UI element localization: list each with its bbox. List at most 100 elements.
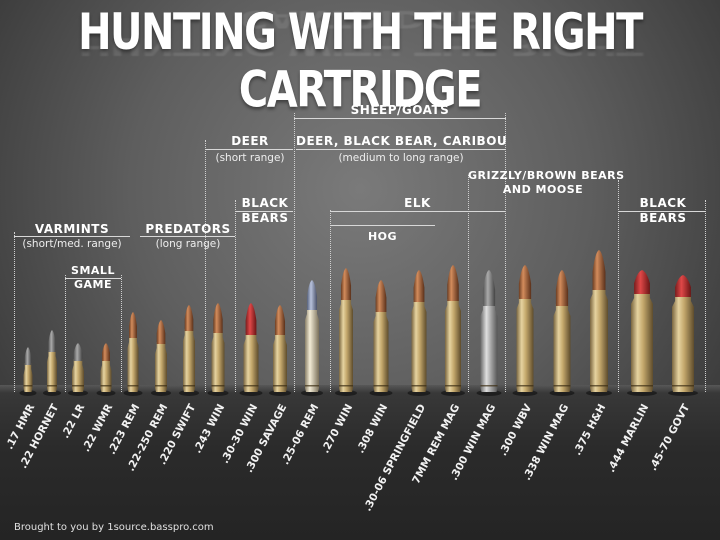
category-black-bears-1: BLACK BEARS — [235, 196, 295, 226]
category-small-game-line-2: GAME — [73, 278, 112, 291]
cartridge-bullet — [73, 343, 83, 361]
cartridge-bullet — [24, 347, 32, 365]
cartridge-case — [339, 298, 353, 392]
category-grizzly-line-1: GRIZZLY/BROWN BEARS — [468, 169, 625, 182]
cartridge-bullet — [518, 265, 532, 299]
cartridge-bullet — [306, 280, 318, 310]
category-hog: HOG — [367, 230, 398, 243]
guide-line — [618, 180, 619, 392]
cartridge-case — [127, 336, 139, 392]
cartridge-bullet — [245, 303, 257, 335]
category-elk: ELK — [404, 196, 431, 210]
guide-line — [468, 175, 469, 392]
cartridge — [96, 343, 116, 396]
cartridge-bullet — [675, 275, 691, 297]
cartridge-case — [445, 299, 461, 392]
cartridge-case — [373, 310, 389, 392]
category-deer: DEER — [231, 134, 269, 148]
cartridge-case — [590, 288, 608, 392]
cartridge-case — [516, 297, 534, 392]
category-line — [205, 149, 293, 150]
category-line — [296, 149, 506, 150]
cartridge-bullet — [555, 270, 569, 306]
category-predators-range: (long range) — [155, 238, 221, 250]
cartridge-bullet — [274, 305, 286, 335]
category-line — [294, 118, 506, 119]
guide-line — [294, 113, 295, 392]
cartridge-case — [47, 350, 57, 392]
cartridge-case — [183, 329, 195, 392]
cartridge-bullet — [129, 312, 137, 338]
cartridge — [179, 305, 199, 396]
shelf — [0, 385, 720, 540]
category-line — [330, 225, 435, 226]
cartridge — [668, 275, 698, 396]
cartridge-bullet — [375, 280, 387, 312]
cartridge — [43, 330, 61, 396]
cartridge — [549, 270, 575, 396]
cartridge-case — [411, 300, 427, 392]
cartridge — [441, 265, 465, 396]
cartridge — [627, 270, 657, 396]
cartridge-bullet — [213, 303, 223, 333]
category-deer-big: DEER, BLACK BEAR, CARIBOU — [296, 134, 508, 148]
cartridge — [151, 320, 171, 396]
category-sheep-goats: SHEEP/GOATS — [350, 103, 450, 117]
cartridge — [19, 347, 37, 396]
category-varmints: VARMINTS — [34, 222, 110, 236]
page-title: HUNTING WITH THE RIGHT CARTRIDGE — [78, 4, 643, 119]
cartridge-case — [243, 333, 259, 392]
category-small-game: SMALL GAME — [65, 264, 121, 292]
cartridge — [512, 265, 538, 396]
cartridge-case — [211, 331, 225, 392]
cartridge-bullet — [48, 330, 56, 352]
category-black-bears-1-line-2: BEARS — [241, 211, 289, 225]
cartridge — [369, 280, 393, 396]
category-black-bears-2-line-2: BEARS — [639, 211, 687, 225]
cartridge-case — [631, 292, 653, 392]
cartridge — [301, 280, 323, 396]
category-deer-big-range: (medium to long range) — [338, 152, 464, 164]
cartridge-case — [155, 342, 167, 392]
cartridge-case — [305, 308, 319, 392]
category-small-game-line-1: SMALL — [71, 264, 115, 277]
cartridge-bullet — [634, 270, 650, 294]
category-line — [330, 211, 505, 212]
cartridge — [239, 303, 263, 396]
category-line — [14, 236, 130, 237]
cartridge-case — [100, 359, 112, 392]
guide-line — [14, 232, 15, 392]
category-varmints-range: (short/med. range) — [22, 238, 122, 250]
cartridge — [207, 303, 229, 396]
cartridge-bullet — [102, 343, 110, 361]
category-black-bears-1-line-1: BLACK — [241, 196, 289, 210]
cartridge — [476, 270, 502, 396]
cartridge-case — [23, 363, 33, 392]
cartridge-case — [72, 359, 84, 392]
category-predators: PREDATORS — [145, 222, 231, 236]
cartridge — [68, 343, 88, 396]
category-line — [140, 236, 235, 237]
cartridge-bullet — [413, 270, 425, 302]
cartridge-bullet — [184, 305, 194, 331]
cartridge — [269, 305, 291, 396]
cartridge-case — [672, 295, 694, 392]
cartridge — [123, 312, 143, 396]
cartridge — [335, 268, 357, 396]
category-black-bears-2: BLACK BEARS — [618, 196, 708, 226]
category-deer-range: (short range) — [215, 152, 285, 164]
guide-line — [705, 200, 706, 392]
category-line — [235, 211, 293, 212]
category-line — [65, 278, 121, 279]
guide-line — [205, 140, 206, 392]
cartridge-case — [273, 333, 287, 392]
cartridge-bullet — [482, 270, 496, 306]
category-line — [618, 211, 706, 212]
guide-line — [330, 210, 331, 392]
cartridge-bullet — [592, 250, 606, 290]
guide-line — [121, 275, 122, 392]
guide-line — [505, 113, 506, 392]
guide-line — [65, 275, 66, 392]
